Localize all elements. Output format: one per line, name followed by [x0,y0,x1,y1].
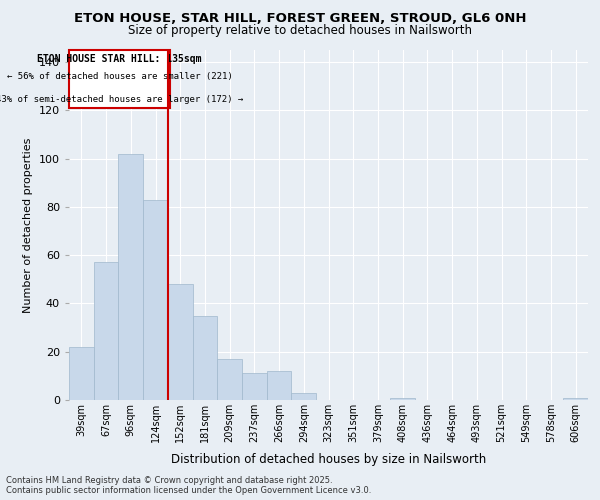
Bar [193,316,217,400]
Bar [143,200,168,400]
Bar [168,284,193,400]
Bar [118,154,143,400]
Text: Contains public sector information licensed under the Open Government Licence v3: Contains public sector information licen… [6,486,371,495]
FancyBboxPatch shape [69,50,170,108]
Bar [390,398,415,400]
Bar [267,371,292,400]
Bar [217,359,242,400]
Text: ETON HOUSE STAR HILL: 135sqm: ETON HOUSE STAR HILL: 135sqm [37,54,202,64]
Text: 43% of semi-detached houses are larger (172) →: 43% of semi-detached houses are larger (… [0,94,243,104]
Bar [242,374,267,400]
Text: Size of property relative to detached houses in Nailsworth: Size of property relative to detached ho… [128,24,472,37]
Text: ETON HOUSE, STAR HILL, FOREST GREEN, STROUD, GL6 0NH: ETON HOUSE, STAR HILL, FOREST GREEN, STR… [74,12,526,26]
Y-axis label: Number of detached properties: Number of detached properties [23,138,33,312]
Text: ← 56% of detached houses are smaller (221): ← 56% of detached houses are smaller (22… [7,72,233,80]
Bar [94,262,118,400]
X-axis label: Distribution of detached houses by size in Nailsworth: Distribution of detached houses by size … [171,454,486,466]
Bar [292,393,316,400]
Bar [563,398,588,400]
Text: Contains HM Land Registry data © Crown copyright and database right 2025.: Contains HM Land Registry data © Crown c… [6,476,332,485]
Bar [69,347,94,400]
